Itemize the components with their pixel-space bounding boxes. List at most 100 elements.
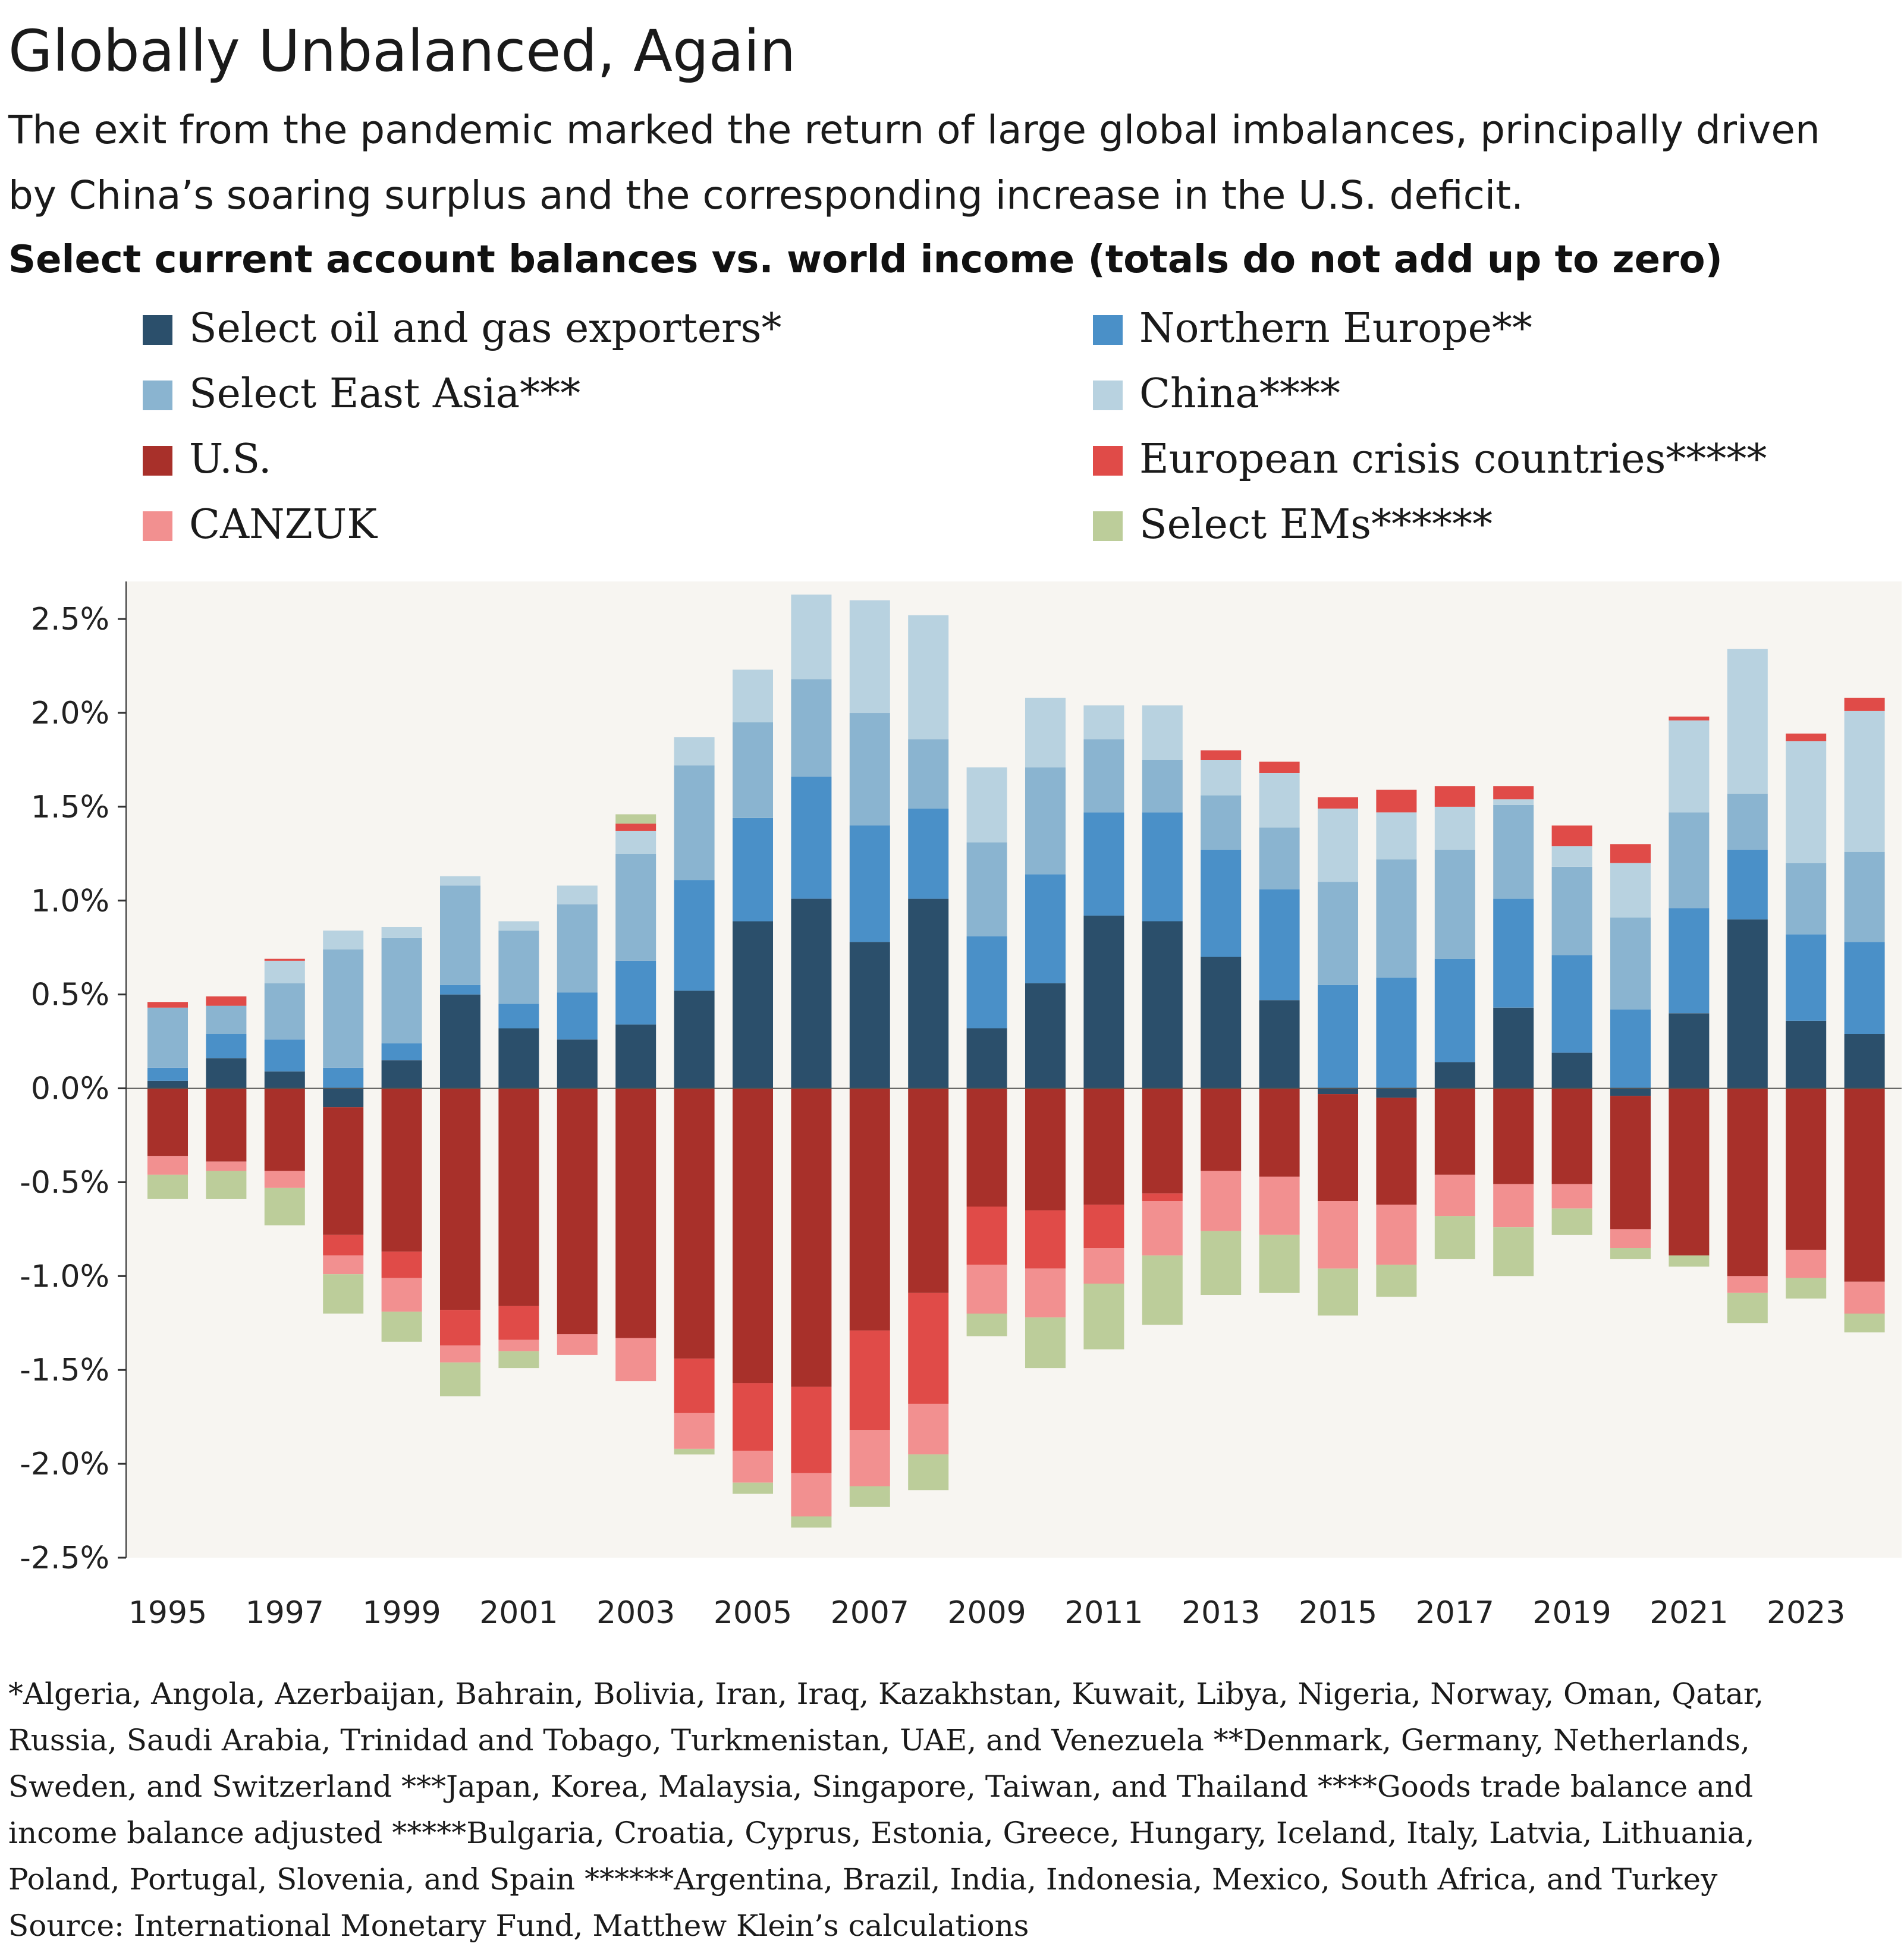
bar-segment-canzuk-2009 [966, 1265, 1007, 1314]
bar-segment-china-2009 [966, 767, 1007, 842]
legend-swatch [1093, 446, 1123, 476]
legend-swatch [143, 511, 172, 541]
bar-segment-oil-2011 [1083, 916, 1124, 1089]
x-tick-label: 2011 [1064, 1595, 1143, 1629]
x-tick-label: 1997 [246, 1595, 324, 1629]
bar-segment-east_asia-2021 [1669, 812, 1710, 908]
bar-segment-us-2014 [1259, 1088, 1300, 1177]
bar-segment-canzuk-2014 [1259, 1177, 1300, 1235]
bar-segment-canzuk-2020 [1610, 1229, 1651, 1248]
bar-segment-us-2018 [1493, 1088, 1534, 1184]
bar-segment-china-2015 [1318, 809, 1358, 882]
bar-segment-china-2008 [908, 615, 949, 740]
bar-segment-ems-2009 [966, 1313, 1007, 1337]
bar-segment-canzuk-2019 [1551, 1184, 1592, 1209]
bar-segment-east_asia-2012 [1142, 760, 1183, 813]
bar-segment-euro_crisis-2005 [733, 1383, 773, 1451]
bar-segment-oil-1999 [381, 1060, 422, 1089]
bar-segment-china-2011 [1083, 705, 1124, 740]
bar-segment-us-1995 [147, 1088, 188, 1156]
bar-segment-china-2017 [1434, 806, 1475, 850]
bar-segment-ems-2017 [1434, 1216, 1475, 1259]
bar-segment-china-2021 [1669, 720, 1710, 813]
x-tick-label: 2007 [831, 1595, 909, 1629]
bar-segment-northern_europe-1995 [147, 1067, 188, 1081]
bar-segment-us-2013 [1201, 1088, 1242, 1171]
bar-segment-us-2021 [1669, 1088, 1710, 1256]
x-tick-label: 2003 [596, 1595, 675, 1629]
bar-segment-east_asia-2019 [1551, 867, 1592, 955]
bar-segment-ems-1995 [147, 1174, 188, 1199]
bar-segment-east_asia-2018 [1493, 804, 1534, 899]
bar-segment-canzuk-1996 [206, 1161, 247, 1171]
bar-segment-china-2020 [1610, 863, 1651, 918]
bar-segment-china-2003 [615, 831, 656, 854]
bar-segment-northern_europe-2011 [1083, 812, 1124, 916]
bar-segment-oil-2000 [440, 994, 480, 1089]
bar-segment-canzuk-2006 [791, 1473, 832, 1517]
bar-segment-ems-2019 [1551, 1208, 1592, 1235]
bar-segment-china-2001 [498, 921, 539, 931]
bar-segment-us-2001 [498, 1088, 539, 1306]
bar-segment-east_asia-1999 [381, 938, 422, 1043]
bar-segment-east_asia-2008 [908, 739, 949, 809]
bar-segment-us-2017 [1434, 1088, 1475, 1175]
bar-segment-northern_europe-2000 [440, 985, 480, 995]
x-tick-label: 2013 [1182, 1595, 1260, 1629]
bar-segment-northern_europe-2016 [1376, 977, 1417, 1089]
bar-segment-northern_europe-2004 [674, 880, 715, 991]
bar-segment-ems-2018 [1493, 1227, 1534, 1276]
chart-subtitle: Select current account balances vs. worl… [8, 238, 1723, 282]
bar-segment-northern_europe-2023 [1786, 934, 1827, 1021]
bar-segment-euro_crisis-2019 [1551, 825, 1592, 847]
bar-segment-us-2022 [1727, 1088, 1768, 1276]
bar-segment-east_asia-2007 [849, 713, 890, 826]
bar-segment-east_asia-2004 [674, 765, 715, 881]
bar-segment-canzuk-2002 [557, 1334, 598, 1355]
x-tick-label: 2021 [1649, 1595, 1728, 1629]
bar-segment-oil-2017 [1434, 1062, 1475, 1089]
bar-segment-china-2005 [733, 669, 773, 722]
bar-segment-ems-2008 [908, 1454, 949, 1491]
bar-segment-euro_crisis-2001 [498, 1306, 539, 1340]
bar-segment-canzuk-2022 [1727, 1276, 1768, 1293]
bar-segment-us-1999 [381, 1088, 422, 1252]
bar-segment-oil-2005 [733, 921, 773, 1089]
bar-segment-china-2024 [1844, 710, 1885, 852]
bar-segment-ems-2005 [733, 1482, 773, 1494]
bar-segment-northern_europe-2022 [1727, 850, 1768, 920]
bar-segment-east_asia-2002 [557, 904, 598, 993]
bar-segment-us-2002 [557, 1088, 598, 1335]
bar-segment-ems-1996 [206, 1171, 247, 1199]
bar-segment-china-2012 [1142, 705, 1183, 760]
bar-segment-euro_crisis-2007 [849, 1330, 890, 1430]
legend-label: Select EMs****** [1139, 501, 1493, 548]
bar-segment-northern_europe-2024 [1844, 942, 1885, 1034]
bar-segment-oil-2020 [1610, 1088, 1651, 1096]
y-tick-label: 2.5% [31, 602, 109, 637]
x-tick-label: 2015 [1299, 1595, 1377, 1629]
bar-segment-euro_crisis-2012 [1142, 1193, 1183, 1201]
bar-segment-ems-2001 [498, 1351, 539, 1369]
y-tick-label: -2.0% [20, 1447, 109, 1482]
bar-segment-us-1998 [323, 1107, 364, 1235]
plot-area [126, 581, 1902, 1558]
bar-segment-us-2023 [1786, 1088, 1827, 1250]
legend-label: U.S. [189, 436, 272, 483]
bar-segment-northern_europe-2020 [1610, 1010, 1651, 1089]
bar-segment-china-1997 [264, 960, 305, 983]
bar-segment-canzuk-2005 [733, 1451, 773, 1483]
bar-segment-china-2007 [849, 600, 890, 713]
bar-segment-oil-2009 [966, 1028, 1007, 1089]
bar-segment-oil-2024 [1844, 1034, 1885, 1089]
bar-segment-east_asia-2005 [733, 722, 773, 818]
bar-segment-canzuk-2003 [615, 1338, 656, 1382]
y-axis: 2.5% 2.0% 1.5% 1.0% 0.5% 0.0% -0.5% -1.0% -1.5% -… [20, 581, 127, 1576]
bar-segment-euro_crisis-2015 [1318, 797, 1358, 809]
legend-label: CANZUK [189, 501, 377, 548]
bar-segment-euro_crisis-1996 [206, 996, 247, 1006]
x-tick-label: 2001 [479, 1595, 558, 1629]
bar-segment-ems-2024 [1844, 1313, 1885, 1333]
bar-segment-east_asia-2009 [966, 842, 1007, 936]
bar-segment-ems-2006 [791, 1516, 832, 1528]
